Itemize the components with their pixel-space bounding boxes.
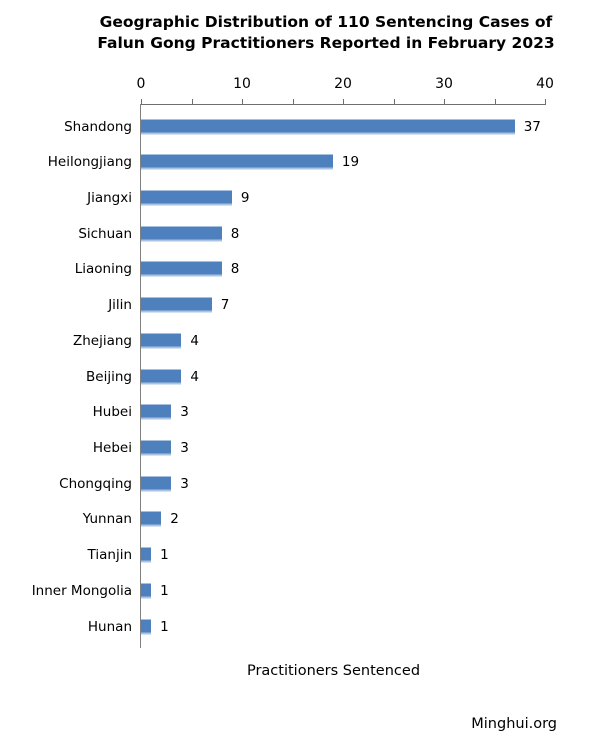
bar-row: Zhejiang 4 <box>0 323 600 359</box>
x-axis-tick-label: 40 <box>536 76 554 92</box>
value-label: 3 <box>180 475 189 492</box>
value-label: 2 <box>170 511 179 528</box>
x-axis-tick-label: 0 <box>136 76 146 92</box>
category-label: Liaoning <box>74 261 132 278</box>
category-label: Zhejiang <box>72 332 132 349</box>
category-label: Hubei <box>92 404 132 421</box>
value-label: 19 <box>341 154 360 171</box>
category-label: Jiangxi <box>87 189 132 206</box>
value-label: 3 <box>180 439 189 456</box>
bar-row: Chongqing 3 <box>0 466 600 502</box>
value-label: 1 <box>160 582 169 599</box>
category-label: Hebei <box>92 439 132 456</box>
bar-row: Sichuan 8 <box>0 216 600 252</box>
value-label: 8 <box>230 225 240 242</box>
bar <box>141 297 212 313</box>
chart-title-line1: Geographic Distribution of 110 Sentencin… <box>99 13 553 31</box>
chart-title-line2: Falun Gong Practitioners Reported in Feb… <box>97 34 555 52</box>
bar-row: Yunnan 2 <box>0 501 600 537</box>
x-axis-tick <box>444 99 445 105</box>
bar-row: Heilongjiang 19 <box>0 144 600 180</box>
value-label: 4 <box>190 332 199 349</box>
x-axis-tick-label: 10 <box>233 76 251 92</box>
source-credit: Minghui.org <box>471 716 557 732</box>
bar <box>141 190 232 206</box>
bar-row: Beijing 4 <box>0 359 600 395</box>
x-axis-tick <box>242 99 243 105</box>
bar-row: Inner Mongolia 1 <box>0 573 600 609</box>
bar <box>141 619 152 635</box>
category-label: Beijing <box>86 368 132 385</box>
bar-row: Liaoning 8 <box>0 251 600 287</box>
category-label: Shandong <box>64 118 132 135</box>
bar <box>141 154 333 170</box>
bar <box>141 547 152 563</box>
value-label: 4 <box>190 368 199 385</box>
category-label: Chongqing <box>59 475 132 492</box>
value-label: 9 <box>240 189 250 206</box>
x-axis-tick <box>343 99 344 105</box>
x-axis-tick <box>141 99 142 105</box>
bar-row: Jilin 7 <box>0 287 600 323</box>
category-label: Sichuan <box>78 225 132 242</box>
category-label: Inner Mongolia <box>31 582 132 599</box>
bar <box>141 404 172 420</box>
x-axis-tick <box>191 99 193 105</box>
category-label: Hunan <box>87 618 132 635</box>
x-axis-tick <box>545 99 546 105</box>
value-label: 8 <box>230 261 240 278</box>
x-axis-tick <box>494 99 496 105</box>
value-label: 37 <box>523 118 541 135</box>
bar-row: Hubei 3 <box>0 394 600 430</box>
category-label: Tianjin <box>87 547 132 564</box>
bar-row: Hunan 1 <box>0 609 600 645</box>
bar-row: Jiangxi 9 <box>0 180 600 216</box>
bar <box>141 511 162 527</box>
y-axis-line <box>140 104 141 648</box>
value-label: 1 <box>160 618 169 635</box>
bar <box>141 440 172 456</box>
bar <box>141 261 222 277</box>
category-label: Jilin <box>108 297 132 314</box>
value-label: 7 <box>220 297 230 314</box>
bar <box>141 119 515 134</box>
x-axis-tick-label: 20 <box>334 76 352 92</box>
bar <box>141 333 182 349</box>
value-label: 3 <box>180 404 189 421</box>
bar-row: Hebei 3 <box>0 430 600 466</box>
bar-row: Tianjin 1 <box>0 537 600 573</box>
bar-row: Shandong 37 <box>0 109 600 145</box>
category-label: Heilongjiang <box>47 154 132 171</box>
chart-title: Geographic Distribution of 110 Sentencin… <box>52 12 600 54</box>
x-axis: 0 10 20 30 40 <box>137 76 554 105</box>
bar <box>141 369 182 385</box>
bar <box>141 583 152 599</box>
value-label: 1 <box>160 547 169 564</box>
x-axis-tick-label: 30 <box>435 76 453 92</box>
x-axis-tick <box>393 99 395 105</box>
bar <box>141 476 172 492</box>
category-label: Yunnan <box>82 511 132 528</box>
x-axis-title: Practitioners Sentenced <box>246 663 421 679</box>
bar <box>141 226 222 242</box>
x-axis-tick <box>292 99 294 105</box>
